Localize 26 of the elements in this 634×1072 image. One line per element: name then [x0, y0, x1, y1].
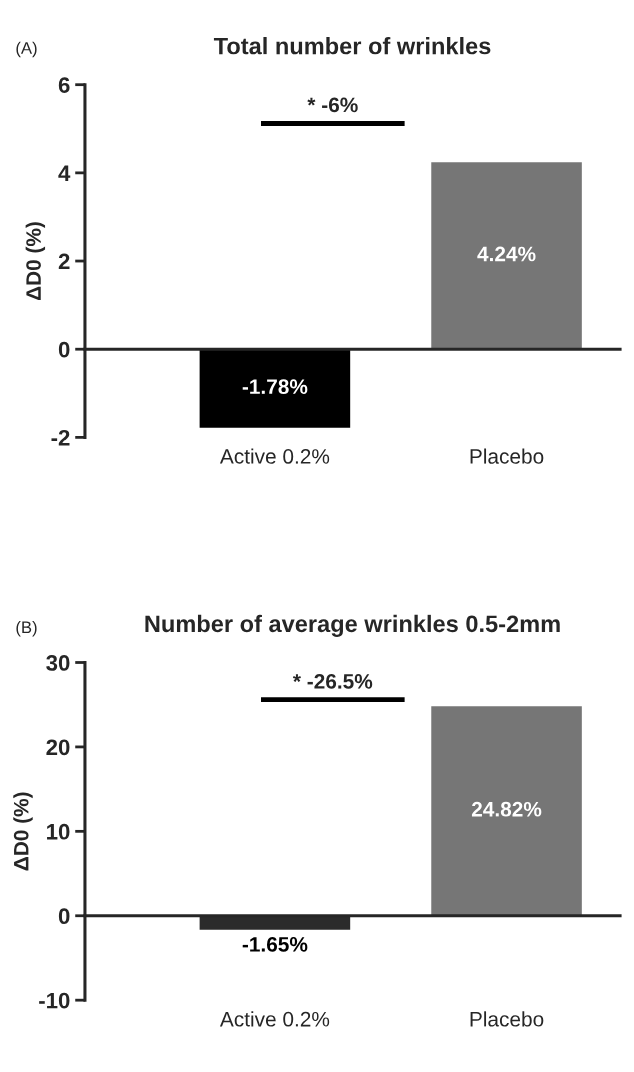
data-label: -1.65%: [242, 936, 308, 952]
chart-title: Number of average wrinkles 0.5-2mm: [145, 614, 560, 637]
y-tick-label: 30: [46, 655, 70, 671]
text: (A): [16, 41, 37, 58]
y-tick-label: 2: [58, 253, 70, 270]
x-tick-label: Placebo: [470, 448, 544, 464]
chart-title: Total number of wrinkles: [213, 37, 491, 55]
data-label: -1.78%: [242, 379, 308, 395]
y-tick-label: 6: [58, 77, 70, 93]
y-tick-label: -2: [51, 429, 70, 446]
y-axis-title: ΔD0 (%): [25, 222, 46, 301]
annotation: * -6%: [307, 97, 358, 113]
data-label: 24.82%: [471, 801, 542, 817]
x-tick-label: Active 0.2%: [219, 448, 330, 464]
y-tick-label: 0: [58, 908, 70, 925]
y-tick-label: 20: [46, 739, 70, 756]
annotation: * -26.5%: [292, 674, 373, 689]
x-tick-label: Placebo: [470, 1011, 544, 1027]
y-tick-label: -10: [39, 992, 70, 1009]
y-axis-title: ΔD0 (%): [13, 792, 33, 871]
text: (B): [16, 620, 37, 637]
y-tick-label: 0: [58, 341, 70, 358]
data-label: 4.24%: [477, 246, 536, 262]
y-tick-label: 10: [47, 823, 70, 840]
x-tick-label: Active 0.2%: [219, 1011, 330, 1027]
y-tick-label: 4: [58, 165, 71, 181]
